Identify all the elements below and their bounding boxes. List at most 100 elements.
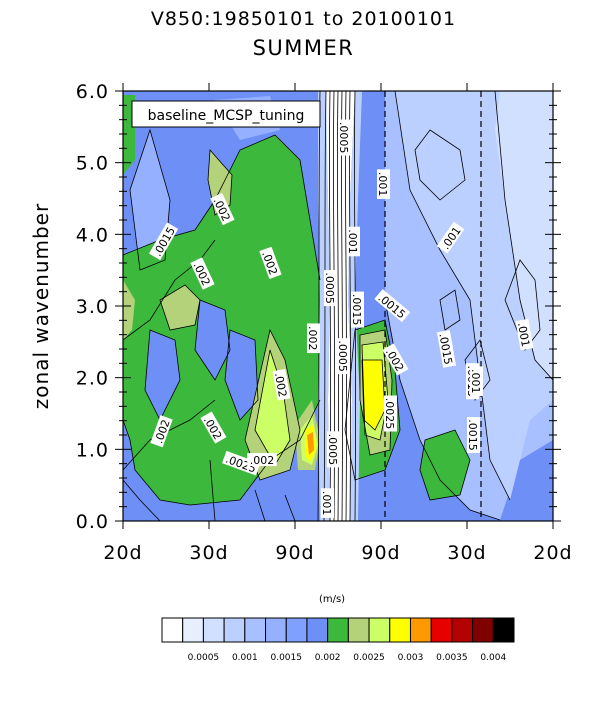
colorbar-swatch: [161, 617, 184, 643]
x-tick-label: 20d: [533, 542, 572, 564]
chart-title: V850:19850101 to 20100101: [150, 8, 457, 30]
colorbar-swatch: [182, 617, 204, 643]
contour-label-text: .0005: [323, 272, 336, 304]
colorbar-swatch: [306, 617, 329, 643]
contour-label-bg: [324, 270, 337, 307]
x-tick-label: 20d: [103, 542, 142, 564]
colorbar-swatch: [451, 617, 474, 643]
contour-label: .0005: [337, 119, 351, 156]
contour-label-bg: [374, 289, 411, 323]
x-tick-label: 90d: [275, 542, 314, 564]
colorbar-swatch: [327, 617, 349, 643]
contour-region-blue-hole-3: [225, 330, 258, 420]
legend-box: baseline_MCSP_tuning: [131, 100, 321, 128]
y-tick-label: 3.0: [76, 296, 109, 318]
contour-region-center-band: [325, 91, 355, 521]
contour-label: .001: [346, 226, 360, 257]
colorbar-swatch: [347, 617, 370, 643]
colorbar-swatch: [389, 617, 411, 643]
colorbar-swatch: [285, 617, 308, 643]
contour-label: .0015: [350, 291, 364, 328]
colorbar-swatch: [472, 617, 494, 643]
colorbar-swatch: [265, 617, 287, 643]
contour-label-bg: [307, 323, 320, 354]
contour-label: .0015: [436, 330, 457, 368]
contour-label-bg: [384, 395, 397, 432]
legend-label: baseline_MCSP_tuning: [148, 108, 305, 124]
contour-label: .001: [320, 488, 334, 518]
colorbar-label: 0.004: [480, 653, 506, 663]
contour-label-bg: [222, 450, 261, 476]
contour-label-text: .001: [469, 369, 482, 394]
contour-label-bg: [347, 226, 360, 257]
contour-label-text: .0005: [337, 122, 350, 154]
contour-label: .001: [376, 169, 390, 199]
contour-label-text: .002: [272, 372, 289, 398]
colorbar-labels: 0.0005 0.001 0.0015 0.002 0.0025 0.003 0.0035 0…: [188, 653, 507, 663]
colorbar-swatch: [368, 617, 391, 643]
contour-label-bg: [377, 169, 390, 199]
y-tick-label: 6.0: [76, 81, 109, 103]
contour-label: .0005: [323, 270, 337, 307]
contour-label: .002: [306, 323, 320, 354]
contour-label-bg: [338, 119, 351, 156]
contour-plot-area: .0005 .002 .0015 .002 .002 .001 .001 .001 .0005.…: [123, 91, 553, 521]
y-tick-label: 1.0: [76, 439, 109, 461]
x-tick-labels: 20d 30d 90d 90d 30d 20d: [103, 542, 572, 564]
contour-label-bg: [247, 453, 277, 467]
x-tick-label: 30d: [447, 542, 486, 564]
contour-label-text: .0015: [436, 332, 454, 365]
contour-label: .0015: [466, 417, 480, 453]
colorbar-swatch: [492, 617, 515, 643]
chart-subtitle: SUMMER: [252, 36, 355, 60]
colorbar-label: 0.0025: [353, 653, 385, 663]
contour-region-yellow-1: [362, 360, 385, 430]
contour-label-bg: [200, 411, 227, 444]
contour-label-bg: [259, 246, 282, 279]
contour-label-text: .002: [306, 326, 319, 351]
contour-label-bg: [148, 222, 179, 261]
y-tick-label: 5.0: [76, 153, 109, 175]
contour-label: .0005: [326, 431, 340, 468]
y-tick-labels: 0.0 1.0 2.0 3.0 4.0 5.0 6.0: [76, 81, 109, 533]
contour-region-brightgreen-1: [255, 350, 290, 465]
contour-label-bg: [515, 318, 534, 351]
colorbar-label: 0.002: [315, 653, 341, 663]
contour-label: .001: [469, 366, 483, 397]
contour-label-bg: [470, 366, 483, 397]
x-tick-label: 30d: [189, 542, 228, 564]
colorbar-label: 0.0015: [270, 653, 302, 663]
contour-label-text: .0015: [350, 294, 363, 326]
contour-label-text: .0005: [326, 434, 339, 466]
contour-label-bg: [190, 257, 215, 290]
contour-label-bg: [351, 291, 364, 328]
colorbar-label: 0.001: [232, 653, 258, 663]
contour-label-bg: [382, 343, 409, 376]
colorbar-swatch: [430, 617, 453, 643]
colorbar-swatch: [244, 617, 267, 643]
colorbar-units: (m/s): [319, 594, 345, 605]
y-tick-label: 0.0: [76, 511, 109, 533]
colorbar: [161, 617, 515, 643]
x-tick-label: 90d: [361, 542, 400, 564]
colorbar-label: 0.0005: [188, 653, 220, 663]
colorbar-label: 0.0035: [436, 653, 468, 663]
y-tick-label: 2.0: [76, 368, 109, 390]
contour-label-bg: [272, 369, 291, 401]
contour-label: .001: [515, 318, 534, 351]
contour-region-right-lightest: [495, 91, 553, 380]
contour-label-text: .001: [376, 172, 389, 197]
contour-region-blue-hole-2: [195, 300, 230, 380]
contour-label-bg: [337, 338, 350, 375]
contour-lines: [123, 91, 553, 521]
axis-ticks: [115, 83, 561, 529]
contour-label-text: .0015: [466, 419, 479, 451]
contour-region-green-lower: [420, 430, 470, 500]
contour-label-bg: [436, 330, 457, 368]
contour-label-bg: [321, 488, 334, 518]
colorbar-label: 0.003: [398, 653, 424, 663]
contour-label-text: .001: [320, 491, 333, 516]
contour-label-text: .001: [346, 229, 359, 254]
contour-label-text: .002: [250, 454, 275, 467]
